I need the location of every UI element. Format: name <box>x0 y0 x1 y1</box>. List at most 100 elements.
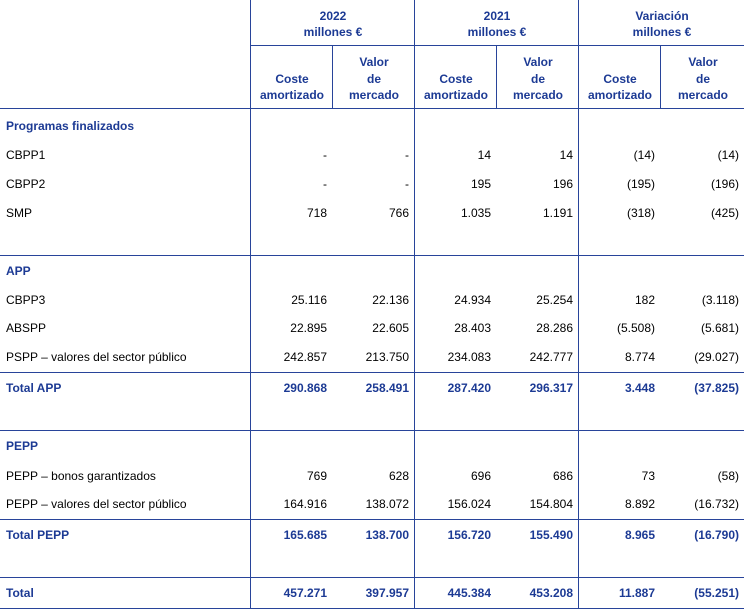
cell: 73 <box>641 469 655 483</box>
cell: 165.685 <box>283 528 327 542</box>
rule <box>0 372 744 373</box>
cell: 718 <box>306 206 327 220</box>
total-label: Total APP <box>6 381 62 395</box>
cell: 457.271 <box>283 586 327 600</box>
rule <box>0 519 744 520</box>
subheader: Valor <box>688 55 718 69</box>
cell: 25.116 <box>291 293 327 307</box>
cell: 287.420 <box>447 381 491 395</box>
rule <box>414 0 415 608</box>
cell: 14 <box>559 148 573 162</box>
subheader: de <box>530 71 546 86</box>
cell: 156.720 <box>447 528 491 542</box>
cell: 195 <box>470 177 491 191</box>
cell: 154.804 <box>529 497 573 511</box>
row-label: PSPP – valores del sector público <box>6 350 187 364</box>
cell: 242.857 <box>283 350 327 364</box>
cell: (196) <box>710 177 739 191</box>
cell: 290.868 <box>283 381 327 395</box>
group-year: Variación <box>635 9 689 23</box>
row-label: CBPP3 <box>6 293 46 307</box>
cell: 8.774 <box>624 350 655 364</box>
rule <box>0 608 744 609</box>
cell: 1.191 <box>542 206 573 220</box>
row-label: SMP <box>6 206 33 220</box>
subheader: de <box>366 71 382 86</box>
cell: 24.934 <box>454 293 491 307</box>
cell: 138.700 <box>365 528 409 542</box>
row-label: CBPP1 <box>6 148 46 162</box>
cell: (14) <box>633 148 655 162</box>
cell: 1.035 <box>460 206 491 220</box>
cell: - <box>405 177 409 191</box>
cell: (55.251) <box>694 586 739 600</box>
cell: (5.508) <box>616 321 655 335</box>
subheader: Valor <box>359 55 389 69</box>
cell: 22.895 <box>290 321 327 335</box>
cell: 766 <box>388 206 409 220</box>
rule <box>0 577 744 578</box>
cell: (58) <box>717 469 739 483</box>
cell: (16.790) <box>694 528 739 542</box>
cell: (3.118) <box>701 293 739 307</box>
cell: 14 <box>477 148 491 162</box>
cell: 138.072 <box>365 497 409 511</box>
subheader: mercado <box>348 88 400 102</box>
rule <box>578 0 579 608</box>
subheader: Valor <box>523 55 553 69</box>
row-label: CBPP2 <box>6 177 46 191</box>
rule <box>250 45 744 46</box>
cell: 155.490 <box>529 528 573 542</box>
cell: (5.681) <box>700 321 739 335</box>
cell: 8.892 <box>624 497 655 511</box>
cell: 11.887 <box>618 586 655 600</box>
cell: - <box>405 148 409 162</box>
rule <box>0 255 744 256</box>
subheader: mercado <box>512 88 564 102</box>
section-title: Programas finalizados <box>6 119 135 133</box>
cell: (29.027) <box>694 350 739 364</box>
cell: 28.403 <box>454 321 491 335</box>
subheader: amortizado <box>259 88 325 102</box>
cell: (425) <box>710 206 739 220</box>
group-unit: millones € <box>632 25 692 39</box>
subheader: Coste <box>275 71 309 86</box>
cell: 3.448 <box>624 381 655 395</box>
rule <box>0 108 744 109</box>
cell: (195) <box>626 177 655 191</box>
row-label: PEPP – valores del sector público <box>6 497 187 511</box>
subheader: mercado <box>677 88 729 102</box>
cell: 397.957 <box>365 586 409 600</box>
cell: 769 <box>306 469 327 483</box>
section-title: APP <box>6 264 31 278</box>
cell: (16.732) <box>694 497 739 511</box>
cell: 445.384 <box>447 586 491 600</box>
cell: 628 <box>388 469 409 483</box>
row-label: ABSPP <box>6 321 47 335</box>
cell: 242.777 <box>529 350 573 364</box>
subheader: amortizado <box>423 88 489 102</box>
total-label: Total PEPP <box>6 528 70 542</box>
cell: 28.286 <box>536 321 573 335</box>
cell: 22.136 <box>372 293 409 307</box>
cell: 8.965 <box>624 528 655 542</box>
cell: 296.317 <box>529 381 573 395</box>
cell: - <box>323 177 327 191</box>
group-unit: millones € <box>303 25 363 39</box>
rule <box>0 430 744 431</box>
group-year: 2021 <box>483 9 511 23</box>
rule <box>332 45 333 108</box>
group-unit: millones € <box>467 25 527 39</box>
cell: 164.916 <box>283 497 327 511</box>
subheader: Coste <box>603 71 637 86</box>
cell: 196 <box>552 177 573 191</box>
cell: 156.024 <box>447 497 491 511</box>
cell: (14) <box>717 148 739 162</box>
subheader: amortizado <box>587 88 653 102</box>
cell: 213.750 <box>365 350 409 364</box>
cell: - <box>323 148 327 162</box>
cell: 22.605 <box>372 321 409 335</box>
row-label: PEPP – bonos garantizados <box>6 469 156 483</box>
group-year: 2022 <box>319 9 347 23</box>
